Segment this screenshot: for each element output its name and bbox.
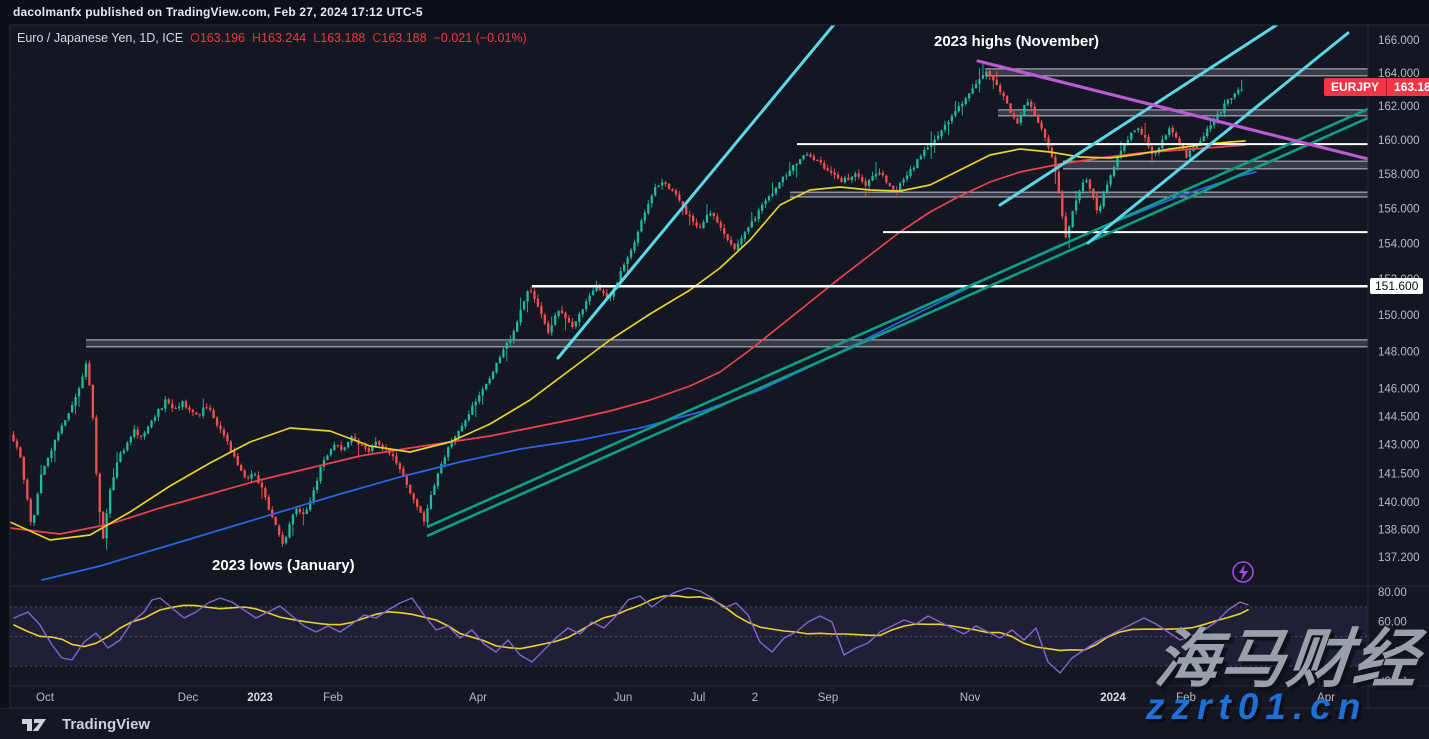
ohlc-values: O163.196 H163.244 L163.188 C163.188: [183, 31, 427, 45]
axis-tick-label: 162.000: [1378, 101, 1420, 113]
annotation-2023-highs: 2023 highs (November): [934, 33, 1100, 50]
axis-tick-label: 150.000: [1378, 310, 1420, 322]
axis-tick-label: 60.00: [1378, 617, 1407, 629]
axis-tick-label: 146.000: [1378, 383, 1420, 395]
axis-tick-label: 138.600: [1378, 524, 1420, 536]
axis-tick-label: 80.00: [1378, 587, 1407, 599]
axis-tick-label: Apr: [1317, 692, 1335, 704]
level-price-badge: 151.600: [1370, 278, 1424, 295]
axis-tick-label: Oct: [36, 692, 55, 704]
axis-tick-label: Nov: [960, 692, 981, 704]
time-axis[interactable]: Oct Dec 2023 Feb Apr Jun Jul 2 Sep Nov 2024 Feb Apr: [36, 692, 1335, 704]
axis-tick-label: Jun: [614, 692, 633, 704]
badge-price-value: 163.188: [1394, 80, 1429, 95]
legend-ohlc-item: H163.244: [252, 31, 307, 45]
axis-tick-label: 148.000: [1378, 346, 1420, 358]
trendline-drawings: [426, 25, 1368, 538]
rsi-axis[interactable]: 80.00 60.00 40.00 20.00: [1378, 587, 1407, 688]
axis-tick-label: 158.000: [1378, 169, 1420, 181]
axis-tick-label: Feb: [323, 692, 343, 704]
axis-tick-label: 2024: [1100, 692, 1126, 704]
symbol-legend[interactable]: Euro / Japanese Yen, 1D, ICE O163.196 H163…: [17, 31, 527, 45]
last-price-badge: EURJPY 163.188: [1324, 78, 1429, 97]
axis-tick-label: 2023: [247, 692, 273, 704]
flash-icon[interactable]: [1232, 561, 1254, 583]
axis-tick-label: Dec: [178, 692, 199, 704]
annotation-2023-lows: 2023 lows (January): [212, 557, 355, 574]
axis-tick-label: Feb: [1176, 692, 1196, 704]
axis-tick-label: 144.500: [1378, 411, 1420, 423]
badge-divider: [1386, 78, 1388, 97]
axis-tick-label: 164.000: [1378, 68, 1420, 80]
symbol-title: Euro / Japanese Yen, 1D, ICE: [17, 31, 184, 45]
price-pane-background[interactable]: [10, 25, 1429, 586]
change-value: −0.021 (−0.01%): [433, 31, 527, 45]
tradingview-logo-icon[interactable]: [20, 716, 54, 734]
axis-tick-label: Sep: [818, 692, 838, 704]
legend-ohlc-item: L163.188: [313, 31, 366, 45]
axis-tick-label: Jul: [691, 692, 706, 704]
axis-tick-label: 137.200: [1378, 552, 1420, 564]
axis-tick-label: Apr: [469, 692, 487, 704]
attribution-text: dacolmanfx published on TradingView.com,…: [13, 5, 423, 19]
legend-ohlc-item: C163.188: [372, 31, 427, 45]
tradingview-brand-text[interactable]: TradingView: [62, 716, 151, 733]
horizontal-ray-lines: [532, 143, 1368, 288]
axis-tick-label: 2: [752, 692, 758, 704]
axis-tick-label: 156.000: [1378, 204, 1420, 216]
rsi-indicator: [10, 587, 1368, 674]
badge-symbol-label: EURJPY: [1331, 80, 1380, 95]
footer-bar: TradingView: [0, 708, 1429, 739]
axis-tick-label: 140.000: [1378, 497, 1420, 509]
axis-tick-label: 160.000: [1378, 135, 1420, 147]
axis-tick-label: 166.000: [1378, 35, 1420, 47]
axis-tick-label: 154.000: [1378, 239, 1420, 251]
axis-tick-label: 40.00: [1378, 646, 1407, 658]
time-axis-background[interactable]: [10, 687, 1429, 708]
axis-tick-label: 20.00: [1378, 676, 1407, 688]
axis-tick-label: 141.500: [1378, 468, 1420, 480]
axis-tick-label: 143.000: [1378, 440, 1420, 452]
candlestick-series: [12, 63, 1243, 550]
legend-ohlc-item: O163.196: [190, 31, 246, 45]
